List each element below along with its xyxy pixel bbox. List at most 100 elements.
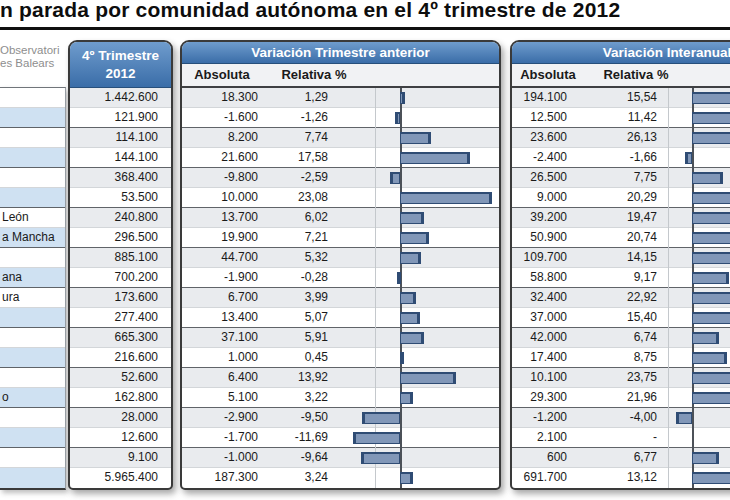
data-row: -2.400-1,66 — [512, 148, 730, 168]
var-rel-value: 21,96 — [588, 388, 657, 407]
q4-value: 216.600 — [70, 348, 171, 368]
q4-value: 121.900 — [70, 108, 171, 128]
data-row: 32.400 22,92 — [512, 288, 730, 308]
var-abs-value: 37.100 — [184, 328, 258, 347]
rel-change-bar — [692, 312, 730, 324]
var-rel-value: 3,24 — [262, 468, 328, 487]
var-rel-value: 6,74 — [588, 328, 657, 347]
var-abs-value: 32.400 — [514, 288, 567, 307]
var-abs-value: 39.200 — [514, 208, 567, 227]
q4-value: 240.800 — [70, 208, 171, 228]
var-rel-value: -1,26 — [262, 108, 328, 127]
region-label-row — [0, 128, 65, 148]
rel-change-bar — [400, 392, 413, 404]
rel-change-bar — [692, 272, 729, 284]
q4-header-line2: 2012 — [70, 65, 171, 83]
q4-value: 28.000 — [70, 408, 171, 428]
data-row: 39.200 19,47 — [512, 208, 730, 228]
var-rel-value: 15,54 — [588, 88, 657, 107]
data-row: 23.60026,13 — [512, 128, 730, 148]
data-row: 1.0000,45 — [182, 348, 499, 368]
q4-value: 885.100 — [70, 248, 171, 268]
quarter-panel-rows: 18.3001,29-1.600-1,268.2007,7421.60017,5… — [182, 88, 499, 488]
rel-change-bar — [692, 332, 719, 344]
var-abs-value: 21.600 — [184, 148, 258, 167]
var-abs-value: 37.000 — [514, 308, 567, 327]
var-rel-value: 9,17 — [588, 268, 657, 287]
data-row: 187.3003,24 — [182, 468, 499, 488]
var-abs-value: 12.500 — [514, 108, 567, 127]
region-label: o — [2, 388, 65, 407]
data-row: 194.100 15,54 — [512, 88, 730, 108]
var-abs-value: -1.600 — [184, 108, 258, 127]
var-abs-value: 109.700 — [514, 248, 567, 267]
rel-change-bar — [400, 312, 420, 324]
rel-change-bar — [361, 452, 400, 464]
data-row: 26.5007,75 — [512, 168, 730, 188]
var-rel-value: 22,92 — [588, 288, 657, 307]
data-row: 6.7003,99 — [182, 288, 499, 308]
region-label-row: ana — [0, 268, 65, 288]
region-label-row — [0, 368, 65, 388]
q4-value: 9.100 — [70, 448, 171, 468]
data-row: 50.90020,74 — [512, 228, 730, 248]
rel-change-bar — [400, 152, 470, 164]
q4-values: 1.442.600121.900114.100144.100368.40053.… — [70, 88, 171, 488]
data-row: 58.800 9,17 — [512, 268, 730, 288]
q4-header-line1: 4º Trimestre — [70, 47, 171, 65]
data-row: 19.9007,21 — [182, 228, 499, 248]
quarter-panel-subheader: Absoluta Relativa % — [182, 64, 499, 88]
source-logo-line2: es Balears — [0, 57, 59, 70]
annual-relativa-header: Relativa % — [584, 64, 688, 86]
var-rel-value: 19,47 — [588, 208, 657, 227]
q4-value: 144.100 — [70, 148, 171, 168]
var-rel-value: 15,40 — [588, 308, 657, 327]
source-logo-line1: Observatori — [0, 44, 59, 57]
data-row: 5.1003,22 — [182, 388, 499, 408]
data-row: -9.800-2,59 — [182, 168, 499, 188]
data-row: 691.70013,12 — [512, 468, 730, 488]
region-label: León — [2, 208, 65, 227]
rel-change-bar — [400, 212, 424, 224]
var-rel-value: 7,75 — [588, 168, 657, 187]
annual-absoluta-header: Absoluta — [512, 64, 584, 86]
var-rel-value: 13,12 — [588, 468, 657, 487]
var-rel-value: 13,92 — [262, 368, 328, 387]
region-label-row — [0, 468, 65, 488]
data-row: -1.700-11,69 — [182, 428, 499, 448]
rel-change-bar — [692, 192, 730, 204]
q4-value: 5.965.400 — [70, 468, 171, 488]
var-abs-value: 18.300 — [184, 88, 258, 107]
region-label-row — [0, 348, 65, 368]
var-abs-value: 187.300 — [184, 468, 258, 487]
var-abs-value: 10.100 — [514, 368, 567, 387]
quarter-panel-title: Variación Trimestre anterior — [182, 42, 499, 64]
data-row: 29.30021,96 — [512, 388, 730, 408]
var-rel-value: 5,91 — [262, 328, 328, 347]
var-abs-value: 50.900 — [514, 228, 567, 247]
annual-panel-rows: 194.10015,5412.50011,4223.60026,13-2.400… — [512, 88, 730, 488]
region-label-row — [0, 328, 65, 348]
data-row: 21.60017,58 — [182, 148, 499, 168]
rel-change-bar — [400, 132, 431, 144]
quarter-absoluta-header: Absoluta — [182, 64, 262, 86]
region-label-row — [0, 148, 65, 168]
rel-change-bar — [362, 412, 400, 424]
rel-change-bar — [400, 332, 424, 344]
rel-change-bar — [400, 232, 429, 244]
var-rel-value: -9,64 — [262, 448, 328, 467]
rel-change-bar — [685, 152, 692, 164]
var-abs-value: -2.900 — [184, 408, 258, 427]
var-abs-value: -1.000 — [184, 448, 258, 467]
var-rel-value: -11,69 — [262, 428, 328, 447]
rel-change-bar — [692, 472, 730, 484]
rel-change-bar — [397, 272, 401, 284]
var-rel-value: 23,08 — [262, 188, 328, 207]
data-row: 18.3001,29 — [182, 88, 499, 108]
var-abs-value: 194.100 — [514, 88, 567, 107]
q4-value: 114.100 — [70, 128, 171, 148]
var-abs-value: 44.700 — [184, 248, 258, 267]
rel-change-bar — [692, 392, 730, 404]
var-abs-value: 58.800 — [514, 268, 567, 287]
rel-change-bar — [400, 472, 413, 484]
